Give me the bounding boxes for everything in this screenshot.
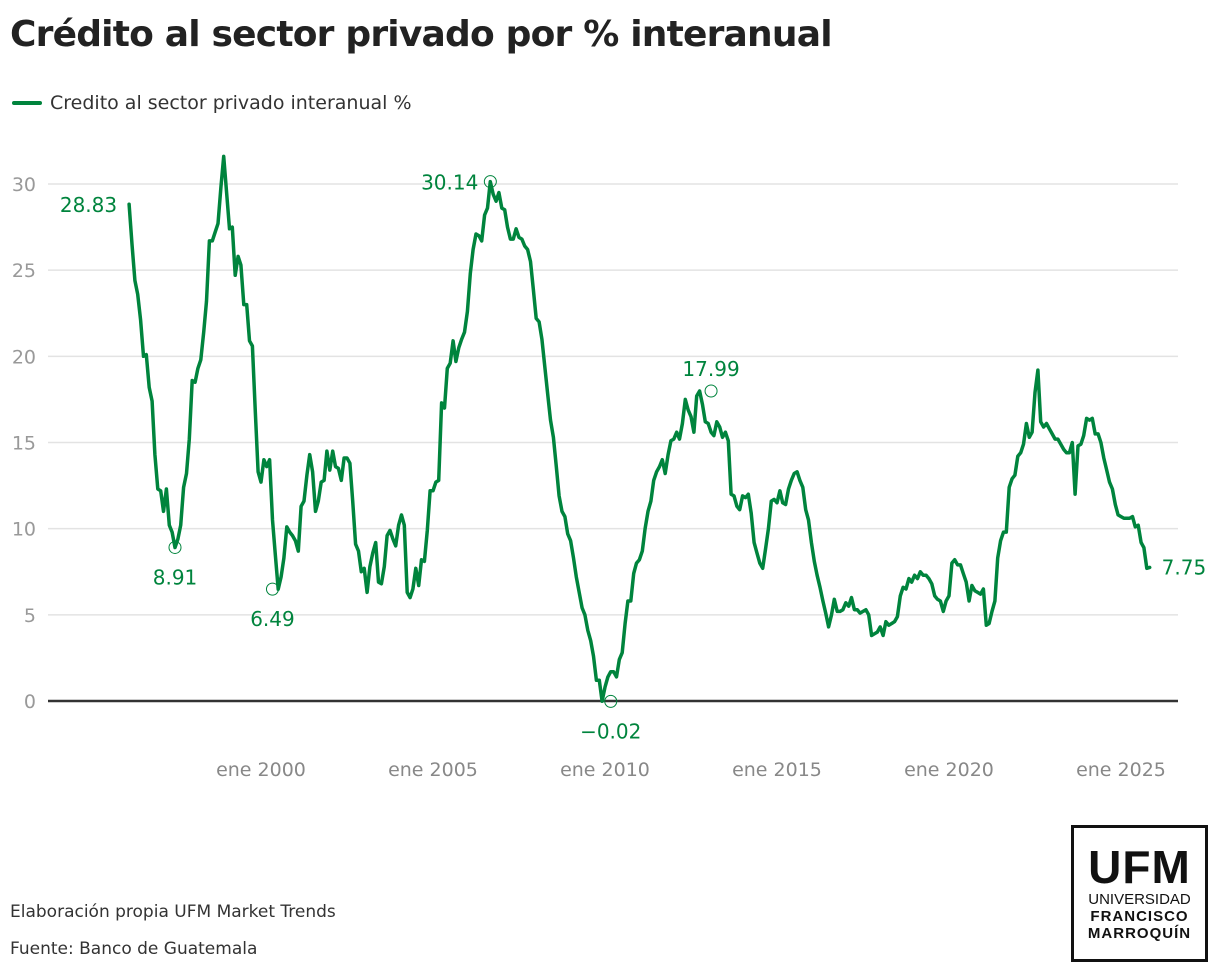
x-tick-label: ene 2015 bbox=[732, 759, 822, 781]
annotation-marker bbox=[265, 582, 279, 596]
y-tick-label: 10 bbox=[12, 519, 36, 541]
chart-title: Crédito al sector privado por % interanu… bbox=[10, 14, 833, 55]
series-group bbox=[127, 154, 1152, 704]
data-label: 17.99 bbox=[682, 357, 739, 381]
credit-text: Elaboración propia UFM Market Trends bbox=[10, 902, 336, 922]
series-line bbox=[127, 154, 1152, 704]
legend: Credito al sector privado interanual % bbox=[12, 92, 412, 114]
x-tick-label: ene 2025 bbox=[1076, 759, 1166, 781]
y-tick-label: 25 bbox=[12, 260, 36, 282]
logo-line-2: FRANCISCO bbox=[1090, 908, 1189, 925]
y-tick-label: 30 bbox=[12, 174, 36, 196]
annotations: 28.83 8.91 6.49 30.14 −0.02 17.99 7.75 bbox=[60, 171, 1206, 744]
annotation-marker bbox=[483, 175, 497, 189]
legend-swatch bbox=[12, 101, 42, 105]
annotation-marker bbox=[168, 540, 182, 554]
data-label: 7.75 bbox=[1162, 555, 1207, 579]
y-axis-ticks: 0 5 10 15 20 25 30 bbox=[12, 174, 36, 713]
data-label: 30.14 bbox=[421, 171, 478, 195]
data-label: 8.91 bbox=[153, 565, 198, 589]
source-text: Fuente: Banco de Guatemala bbox=[10, 939, 258, 959]
logo-line-3: MARROQUÍN bbox=[1087, 925, 1192, 942]
gridlines bbox=[48, 183, 1178, 616]
x-tick-label: ene 2010 bbox=[560, 759, 650, 781]
y-tick-label: 5 bbox=[24, 605, 36, 627]
x-tick-label: ene 2000 bbox=[216, 759, 306, 781]
annotation-marker bbox=[604, 694, 618, 708]
logo-acronym: UFM bbox=[1088, 841, 1191, 893]
logo-line-1: UNIVERSIDAD bbox=[1088, 891, 1191, 908]
data-label: 28.83 bbox=[60, 193, 117, 217]
y-tick-label: 15 bbox=[12, 433, 36, 455]
data-label: −0.02 bbox=[580, 719, 641, 743]
x-tick-label: ene 2005 bbox=[388, 759, 478, 781]
y-tick-label: 20 bbox=[12, 346, 36, 368]
x-axis-ticks: ene 2000 ene 2005 ene 2010 ene 2015 ene 2020… bbox=[216, 759, 1166, 781]
annotation-marker bbox=[704, 384, 718, 398]
y-tick-label: 0 bbox=[24, 691, 36, 713]
x-tick-label: ene 2020 bbox=[904, 759, 994, 781]
legend-label: Credito al sector privado interanual % bbox=[50, 92, 412, 114]
data-label: 6.49 bbox=[250, 607, 295, 631]
ufm-logo: UFM UNIVERSIDAD FRANCISCO MARROQUÍN bbox=[1071, 825, 1208, 962]
